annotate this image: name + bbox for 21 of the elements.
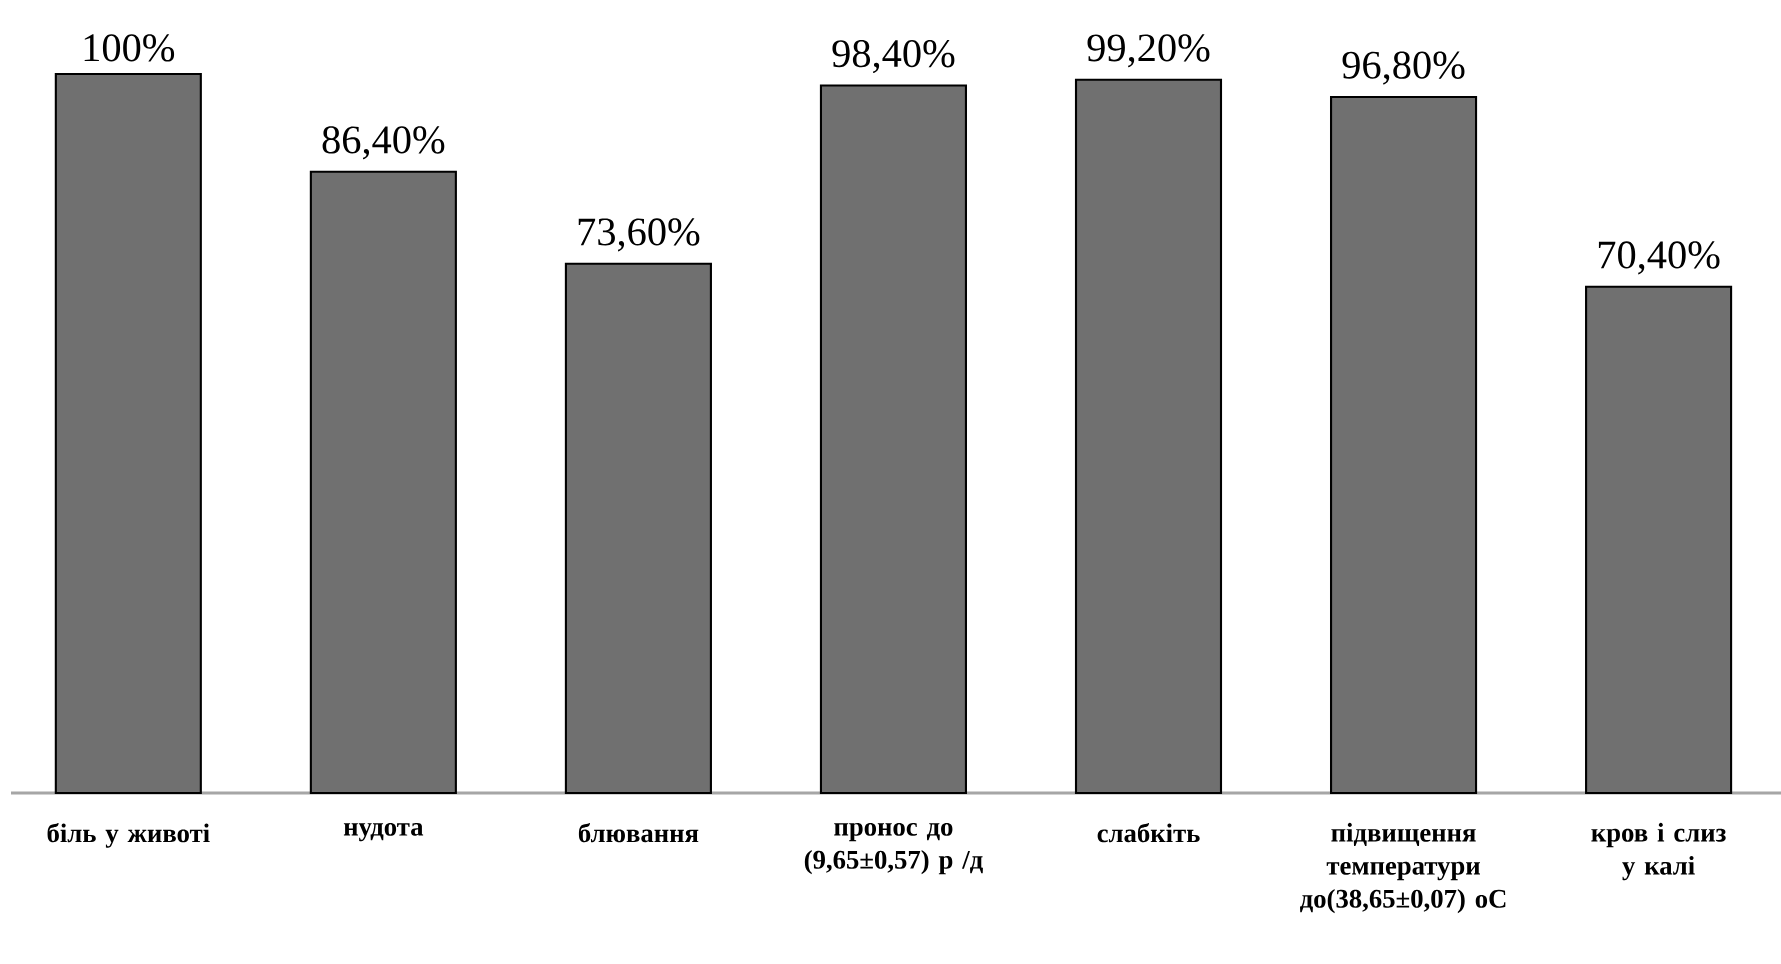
bar [564,262,712,795]
data-label: 70,40% [1598,241,1720,275]
bar [54,72,202,795]
x-tick-label: блювання [578,822,699,843]
data-label: 96,80% [1342,51,1465,85]
bar [1329,95,1478,795]
data-label: 73,60% [578,218,700,252]
bar [819,84,968,795]
x-tick-label: слабкіть [1097,822,1200,843]
x-tick-label: нудота [343,822,424,842]
bar [309,170,457,795]
bar [1585,285,1733,795]
bar [1074,78,1223,795]
data-label: 99,20% [1087,34,1210,68]
x-tick-label: біль у животі [47,822,210,848]
data-label: 98,40% [832,40,955,74]
x-tick-label: пронос до (9,65±0,57) р /д [804,822,983,875]
x-tick-label: кров і слиз у калі [1591,822,1726,881]
data-label: 100% [84,34,175,62]
x-tick-label: підвищення температури до(38,65±0,07) оС [1300,822,1506,914]
data-label: 86,40% [322,126,445,160]
